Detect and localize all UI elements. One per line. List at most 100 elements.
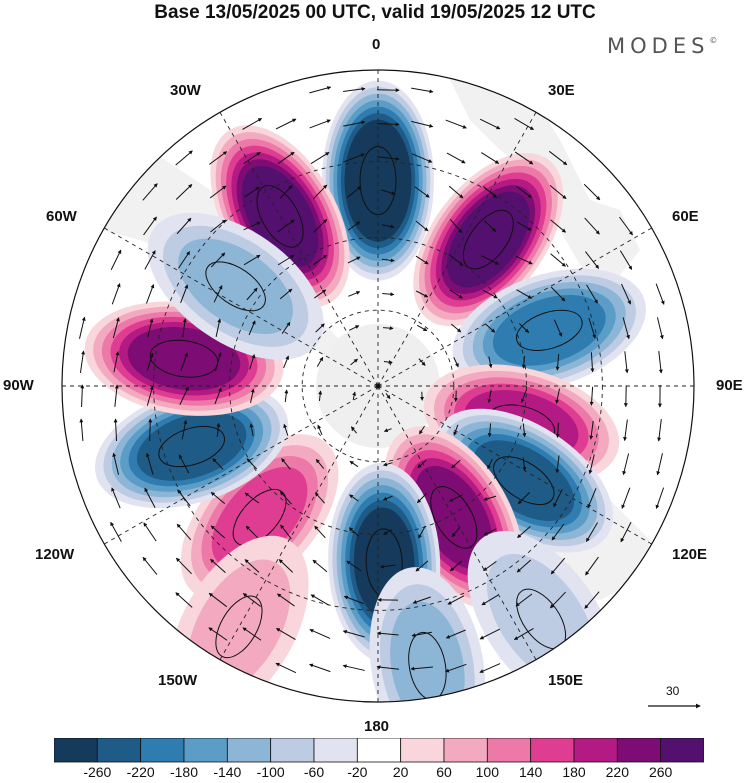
- wind-arrow: [343, 595, 364, 605]
- latitude-circle: [229, 237, 527, 535]
- wind-arrow: [143, 216, 157, 236]
- wind-arrow: [550, 253, 566, 267]
- wind-arrow: [479, 118, 501, 130]
- wind-arrow: [144, 487, 156, 508]
- wind-arrow: [551, 523, 565, 541]
- wind-arrow: [112, 452, 120, 475]
- wind-arrow: [522, 423, 527, 438]
- wind-arrow: [415, 220, 429, 232]
- wind-arrow: [519, 323, 530, 333]
- colorbar: [54, 738, 704, 763]
- colorbar-bin: [183, 738, 228, 763]
- wind-arrow: [483, 560, 497, 572]
- wind-arrow: [349, 494, 359, 502]
- wind-arrow: [517, 492, 531, 505]
- anomaly-contour: [348, 126, 408, 236]
- wind-arrow: [450, 323, 462, 333]
- colorbar-bin: [660, 738, 704, 763]
- wind-arrow: [622, 317, 630, 340]
- wind-arrow: [243, 221, 261, 231]
- wind-arrow: [277, 254, 295, 266]
- colorbar-bin: [313, 738, 358, 763]
- anomaly-center: [147, 212, 324, 360]
- colorbar-tick-label: -220: [126, 764, 155, 780]
- wind-arrow: [377, 156, 400, 161]
- wind-arrow: [246, 458, 258, 470]
- wind-arrow: [449, 289, 463, 299]
- wind-arrow: [513, 628, 534, 640]
- colorbar-tick-label: 180: [562, 764, 586, 780]
- colorbar-bin: [226, 738, 272, 763]
- wind-arrow: [176, 217, 192, 235]
- wind-arrow: [110, 521, 122, 542]
- wind-arrow: [411, 120, 434, 128]
- wind-arrow: [352, 391, 357, 400]
- wind-arrow: [111, 487, 121, 509]
- colorbar-bin: [573, 738, 618, 763]
- wind-arrow: [208, 592, 228, 608]
- wind-arrow: [178, 454, 190, 474]
- wind-arrow: [418, 358, 426, 366]
- wind-arrow: [346, 186, 362, 198]
- wind-arrow: [382, 326, 394, 331]
- wind-arrow: [180, 352, 188, 372]
- wind-arrow: [379, 564, 396, 569]
- wind-arrow: [209, 151, 228, 165]
- wind-arrow: [411, 87, 434, 94]
- wind-arrow: [588, 317, 597, 339]
- wind-arrow: [376, 122, 400, 127]
- wind-arrow: [215, 318, 222, 338]
- wind-arrow: [350, 426, 357, 434]
- wind-arrow: [308, 663, 331, 673]
- wind-arrow: [242, 118, 263, 130]
- wind-arrow: [586, 284, 598, 304]
- wind-arrow: [376, 631, 399, 636]
- wind-arrow: [312, 559, 328, 573]
- wind-arrow: [619, 250, 633, 270]
- wind-arrow: [416, 290, 429, 298]
- wind-arrow: [348, 527, 359, 537]
- wind-arrow: [147, 318, 154, 338]
- wind-arrow: [411, 153, 433, 163]
- colorbar-bin: [486, 738, 532, 763]
- wind-arrow: [315, 458, 325, 469]
- wind-arrow: [416, 324, 428, 332]
- wind-arrow: [516, 289, 533, 299]
- wind-arrow: [483, 528, 497, 536]
- colorbar-tick-label: 140: [518, 764, 543, 780]
- wind-arrow: [177, 489, 191, 507]
- wind-arrow: [380, 189, 396, 196]
- wind-arrow: [277, 219, 295, 233]
- copyright-mark: ©: [709, 36, 718, 45]
- wind-arrow: [383, 360, 393, 365]
- wind-arrow: [312, 254, 328, 266]
- wind-arrow: [521, 355, 526, 369]
- colorbar-tick-label: -20: [347, 764, 368, 780]
- wind-arrow: [381, 224, 395, 229]
- lon-label-120w: 120W: [35, 546, 75, 563]
- wind-arrow: [555, 388, 560, 405]
- wind-arrow: [281, 321, 291, 334]
- wind-arrow: [110, 249, 122, 271]
- wind-arrow: [210, 491, 226, 504]
- colorbar-bin: [140, 738, 185, 763]
- wind-arrow: [112, 317, 120, 339]
- wind-arrow: [448, 185, 464, 199]
- anomaly-contour: [473, 440, 575, 522]
- wind-arrow: [244, 559, 260, 573]
- wind-arrow: [555, 422, 560, 438]
- colorbar-bin: [616, 738, 662, 763]
- anomaly-contour: [178, 238, 293, 334]
- wind-arrow: [658, 351, 663, 374]
- wind-arrow: [146, 352, 154, 371]
- brand-text: MODES: [607, 34, 710, 58]
- wind-arrow: [309, 629, 331, 639]
- wind-arrow: [283, 423, 289, 436]
- wind-arrow: [348, 291, 361, 297]
- wind-arrow: [410, 666, 434, 671]
- streamline-loop: [158, 425, 225, 468]
- lon-label-0: 0: [372, 36, 381, 53]
- colorbar-tick-label: 220: [605, 764, 630, 780]
- wind-arrow: [342, 664, 365, 671]
- wind-arrow: [520, 389, 527, 403]
